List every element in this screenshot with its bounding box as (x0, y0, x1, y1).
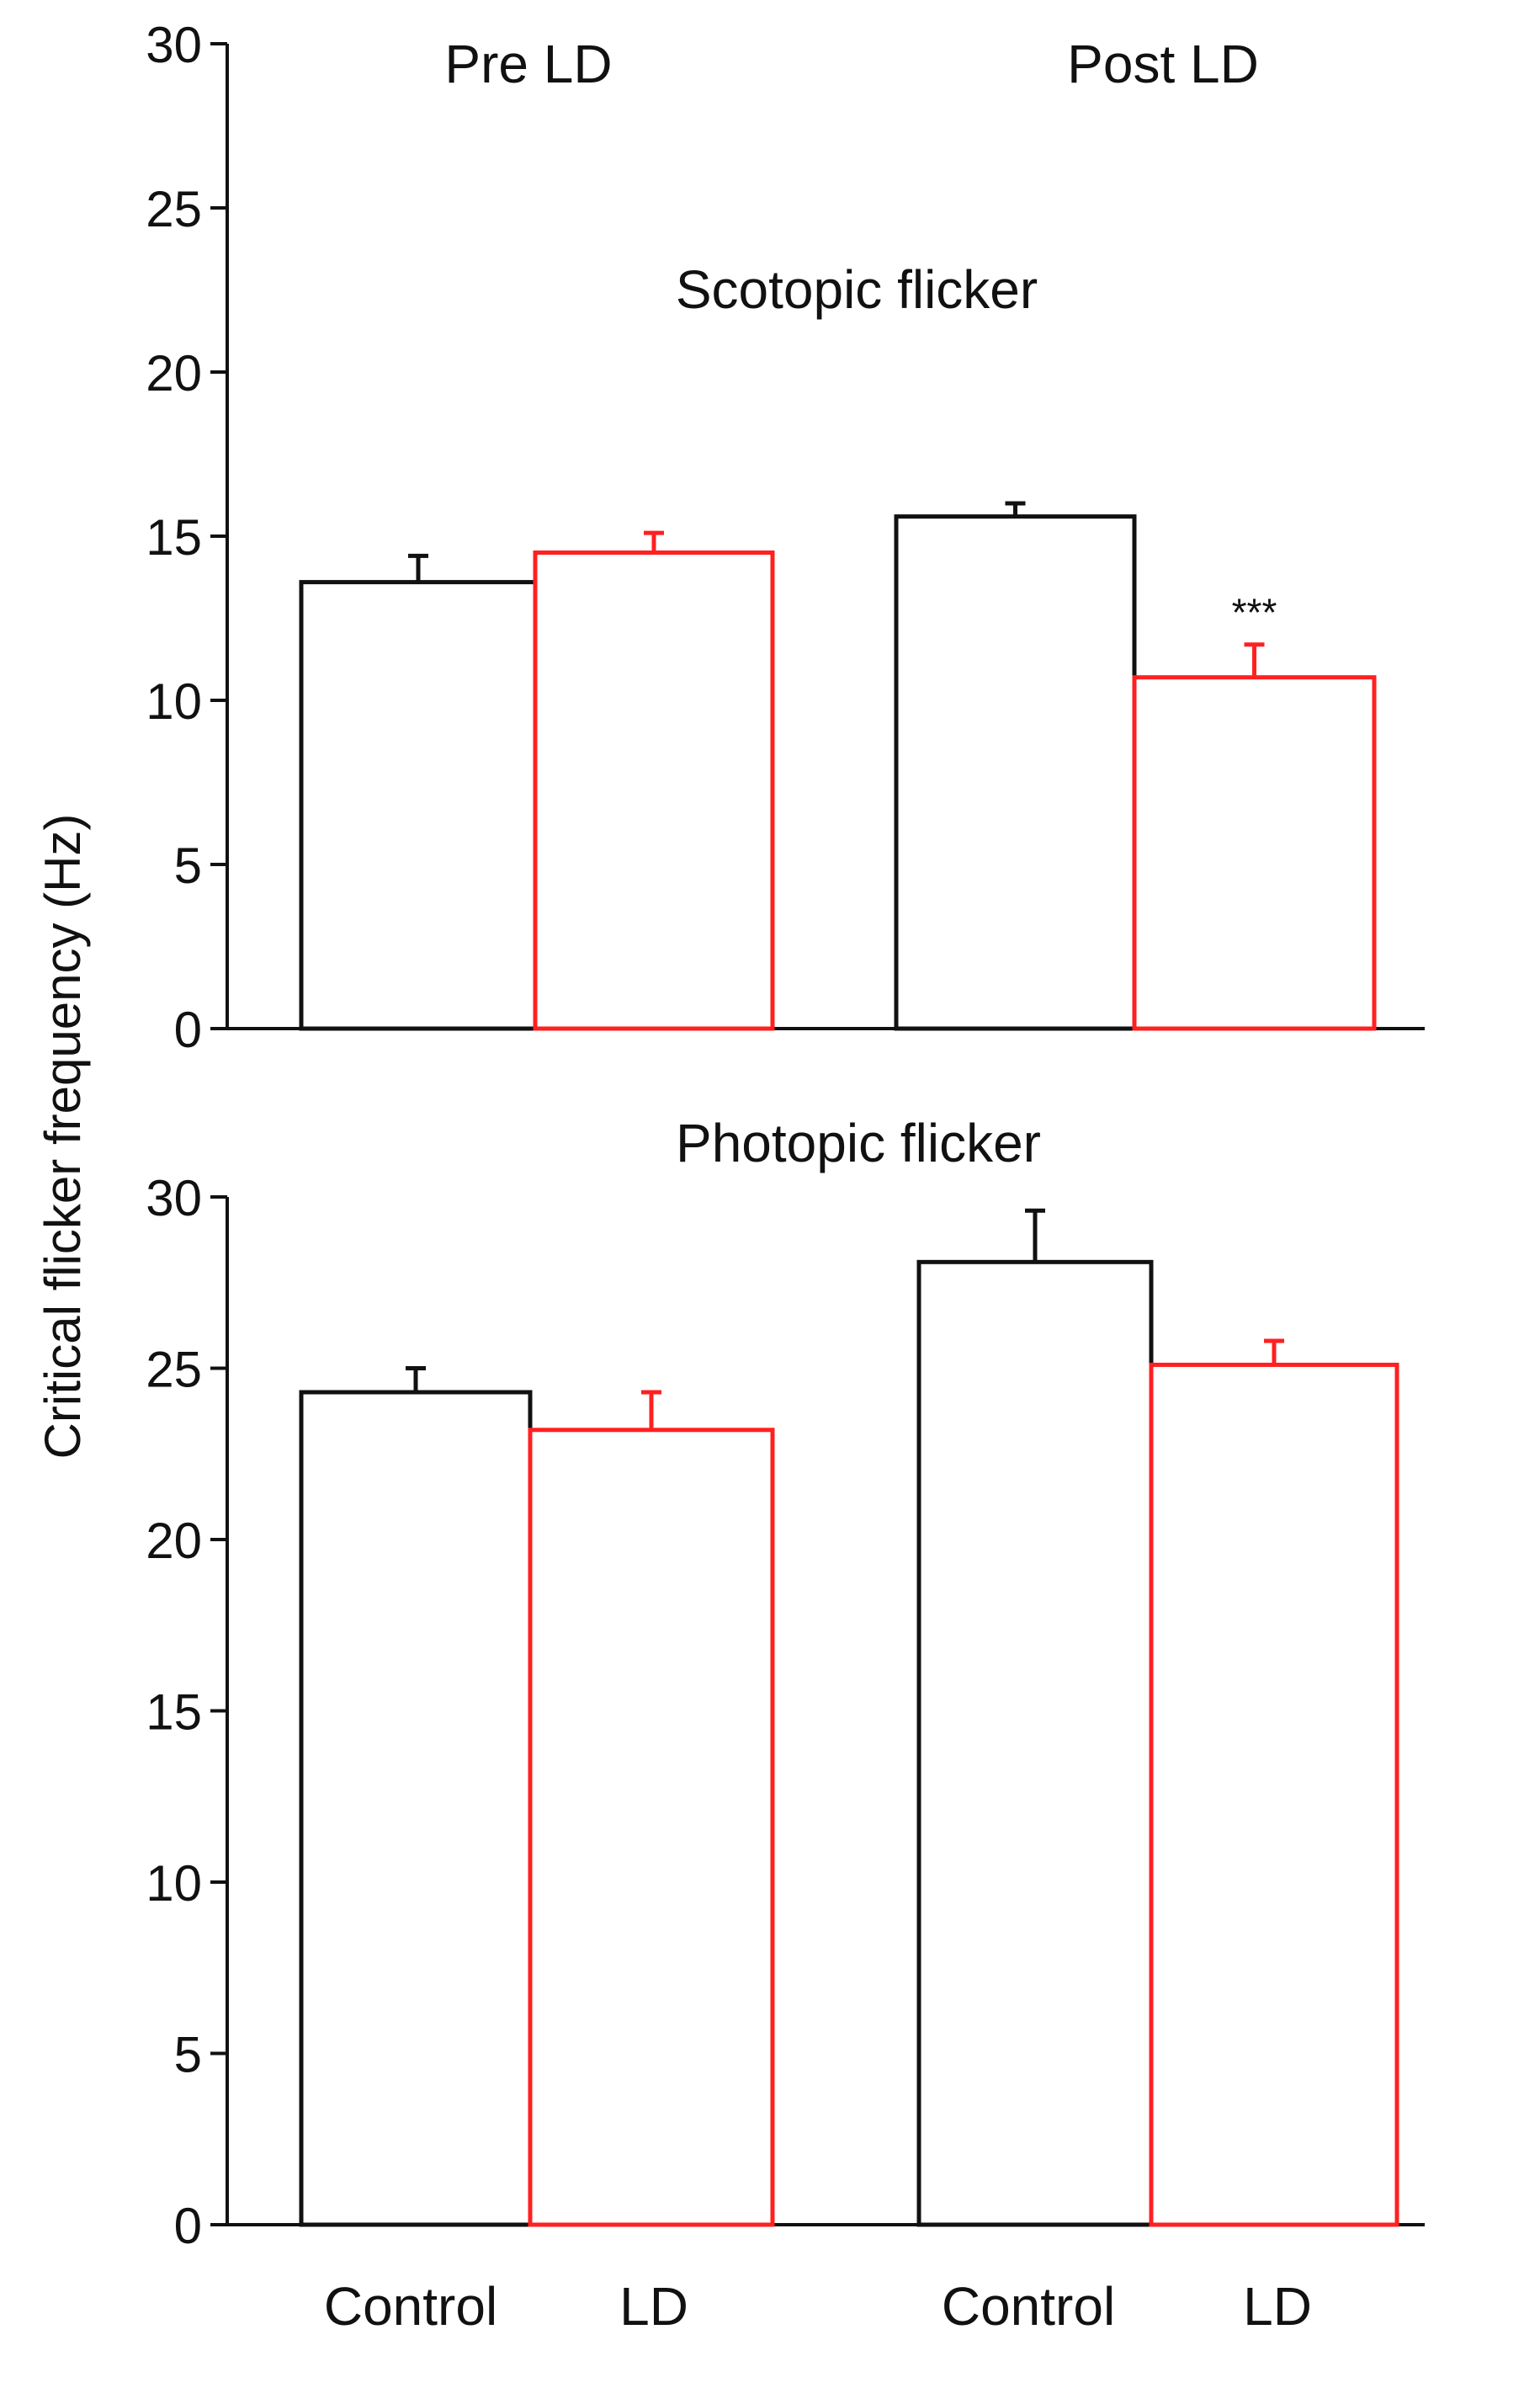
photopic-title: Photopic flicker (676, 1113, 1041, 1173)
photopic-y-tick-label: 0 (174, 2198, 202, 2254)
group-label-post-ld: Post LD (1067, 34, 1259, 94)
photopic-bar-post-ld-control (916, 1259, 1154, 2227)
scotopic-significance-annotation: *** (1232, 591, 1277, 635)
scotopic-error-bar (408, 553, 428, 582)
photopic-y-tick-label: 10 (146, 1855, 202, 1912)
scotopic-bar-post-ld-control (894, 514, 1137, 1031)
x-tick-label-pre-ld: LD (619, 2276, 688, 2337)
photopic-y-ticks: 0 5 10 15 20 25 30 (146, 1170, 227, 2254)
scotopic-y-tick-label: 5 (174, 838, 202, 894)
scotopic-y-tick-label: 25 (146, 181, 202, 237)
scotopic-y-tick-label: 15 (146, 509, 202, 566)
photopic-bar-pre-ld-ld (528, 1428, 775, 2227)
scotopic-bar-pre-ld-control (299, 580, 538, 1031)
scotopic-bars: *** (299, 501, 1377, 1031)
scotopic-error-bar (1244, 642, 1265, 678)
photopic-error-bar (1025, 1208, 1045, 1263)
scotopic-panel: 0 5 10 15 20 25 30 *** Pre LD Post LD Scotopic… (146, 17, 1425, 1058)
photopic-y-tick-label: 20 (146, 1513, 202, 1569)
scotopic-error-bar (1005, 501, 1026, 517)
photopic-bar-post-ld-ld (1149, 1362, 1399, 2227)
scotopic-y-tick-label: 20 (146, 345, 202, 402)
group-label-pre-ld: Pre LD (444, 34, 612, 94)
photopic-y-tick-label: 30 (146, 1170, 202, 1226)
scotopic-y-tick-label: 0 (174, 1002, 202, 1058)
photopic-y-tick-label: 25 (146, 1342, 202, 1398)
scotopic-y-tick-label: 10 (146, 673, 202, 730)
y-axis-label: Critical flicker frequency (Hz) (35, 814, 91, 1460)
x-tick-label-pre-control: Control (324, 2276, 497, 2337)
scotopic-bar-post-ld-ld (1132, 675, 1377, 1031)
photopic-bar-pre-ld-control (299, 1390, 533, 2227)
scotopic-error-bar (644, 530, 664, 553)
scotopic-y-ticks: 0 5 10 15 20 25 30 (146, 17, 227, 1058)
photopic-y-tick-label: 5 (174, 2027, 202, 2083)
photopic-error-bar (406, 1366, 426, 1392)
scotopic-bar-pre-ld-ld (533, 550, 775, 1031)
photopic-panel: 0 5 10 15 20 25 30 Photopic flicker Control LD… (146, 1113, 1425, 2337)
x-tick-label-post-ld: LD (1243, 2276, 1312, 2337)
photopic-y-tick-label: 15 (146, 1684, 202, 1741)
photopic-bars (299, 1208, 1399, 2227)
x-tick-label-post-control: Control (942, 2276, 1115, 2337)
scotopic-y-tick-label: 30 (146, 17, 202, 73)
photopic-error-bar (1264, 1338, 1284, 1365)
photopic-error-bar (641, 1390, 661, 1430)
scotopic-title: Scotopic flicker (676, 259, 1038, 320)
